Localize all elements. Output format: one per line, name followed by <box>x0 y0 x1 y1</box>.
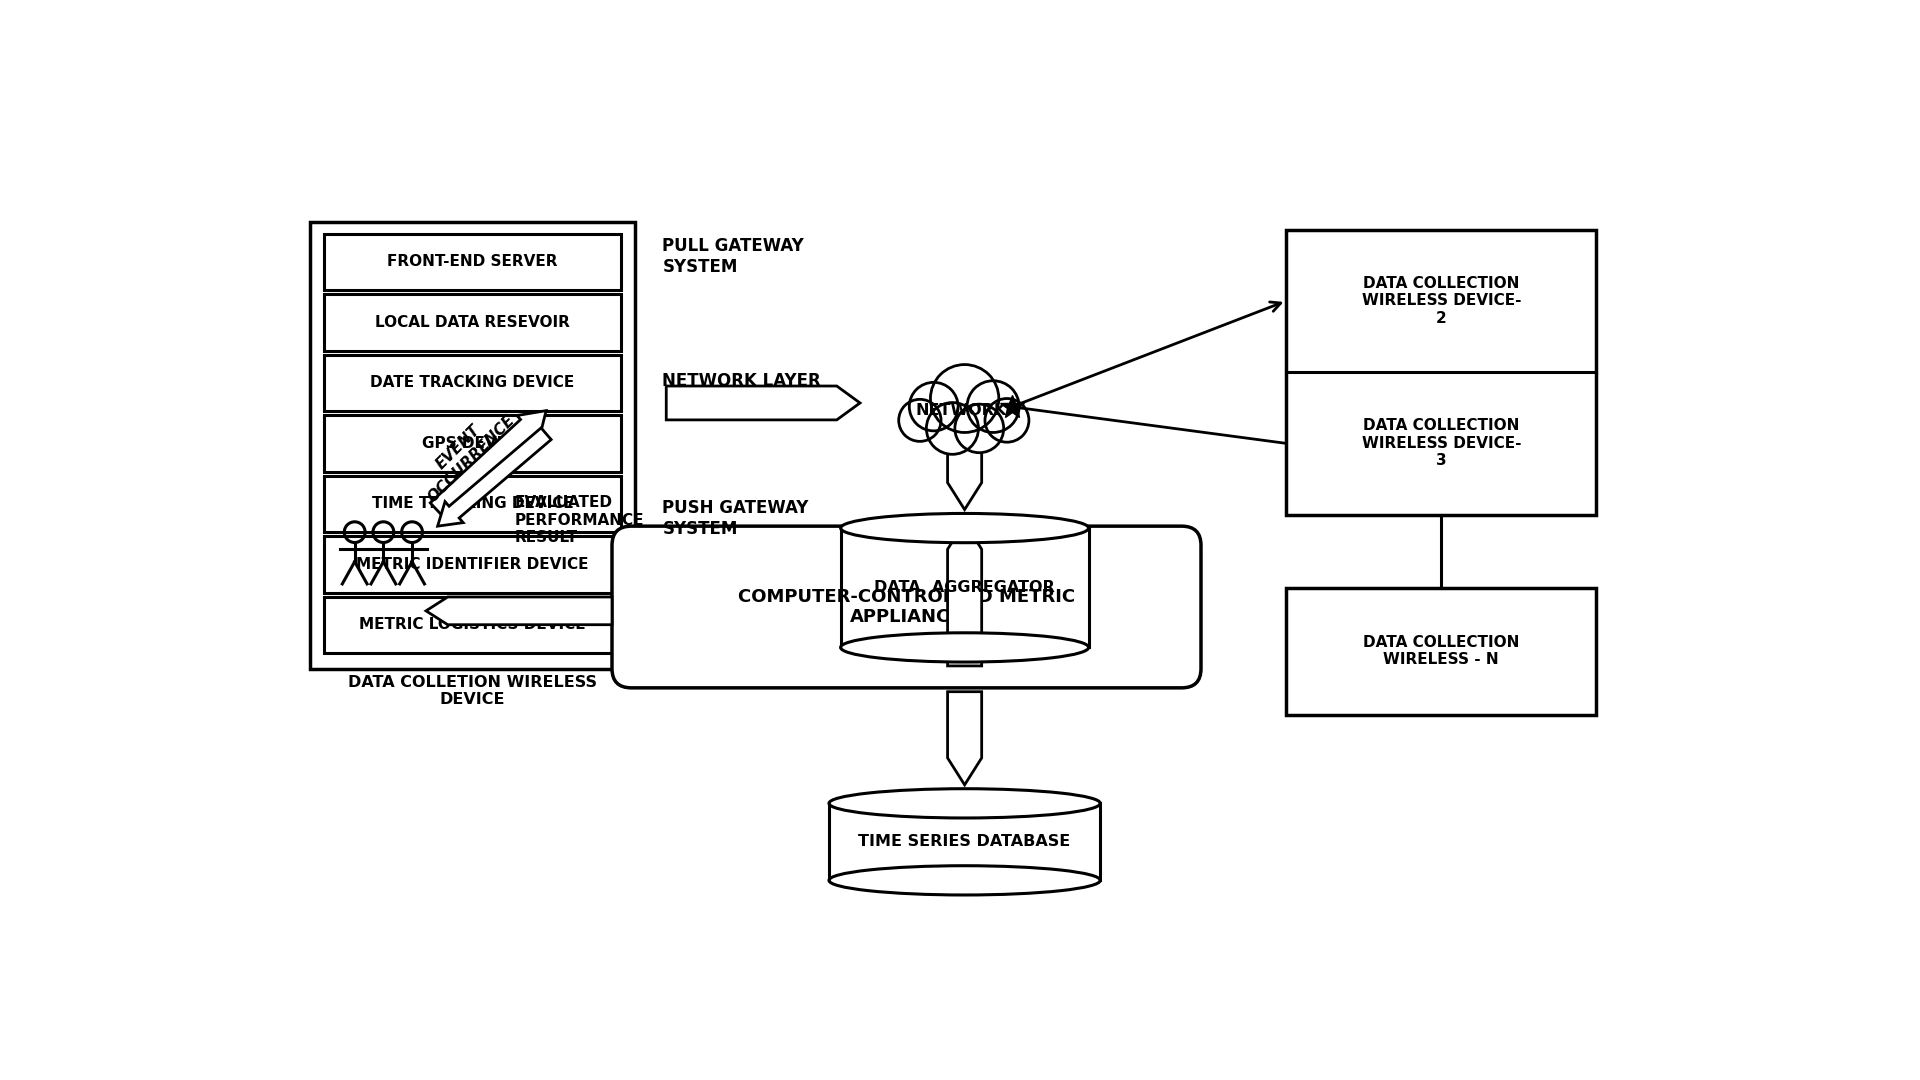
Text: NETWORK: NETWORK <box>916 403 1006 418</box>
Text: TIME TRACKING DEVICE: TIME TRACKING DEVICE <box>372 497 574 511</box>
Text: FRONT-END SERVER: FRONT-END SERVER <box>388 255 557 269</box>
Ellipse shape <box>841 513 1089 543</box>
Circle shape <box>899 400 941 442</box>
Bar <box>1286 230 1596 514</box>
Bar <box>324 536 622 593</box>
FancyArrow shape <box>430 410 545 518</box>
Bar <box>324 415 622 472</box>
Text: TIME SERIES DATABASE: TIME SERIES DATABASE <box>858 835 1071 849</box>
Text: EVENT
OCCURRENCE: EVENT OCCURRENCE <box>413 401 516 505</box>
Text: LOCAL DATA RESEVOIR: LOCAL DATA RESEVOIR <box>374 315 570 329</box>
Bar <box>324 475 622 532</box>
Ellipse shape <box>829 788 1100 818</box>
FancyArrow shape <box>948 523 981 666</box>
Bar <box>324 233 622 291</box>
Circle shape <box>925 403 979 455</box>
FancyArrow shape <box>948 691 981 785</box>
Circle shape <box>910 382 958 431</box>
Text: DATA COLLETION WIRELESS
DEVICE: DATA COLLETION WIRELESS DEVICE <box>348 675 597 707</box>
Bar <box>1286 588 1596 715</box>
Bar <box>309 222 636 669</box>
Text: DATE TRACKING DEVICE: DATE TRACKING DEVICE <box>371 376 574 390</box>
Bar <box>841 528 1089 647</box>
Bar <box>324 294 622 351</box>
FancyArrow shape <box>426 597 612 624</box>
Text: COMPUTER-CONTROLLED METRIC
APPLIANCE: COMPUTER-CONTROLLED METRIC APPLIANCE <box>737 588 1075 626</box>
Text: EVALUATED
PERFORMANCE
RESULT: EVALUATED PERFORMANCE RESULT <box>515 496 645 545</box>
Text: DATA  AGGREGATOR: DATA AGGREGATOR <box>874 580 1054 595</box>
FancyArrow shape <box>666 386 860 420</box>
Ellipse shape <box>829 866 1100 895</box>
Text: PULL GATEWAY
SYSTEM: PULL GATEWAY SYSTEM <box>662 238 804 276</box>
Text: METRIC LOGISTICS DEVICE: METRIC LOGISTICS DEVICE <box>359 618 586 633</box>
Circle shape <box>954 404 1004 453</box>
FancyBboxPatch shape <box>612 526 1202 688</box>
Text: DATA COLLECTION
WIRELESS DEVICE-
3: DATA COLLECTION WIRELESS DEVICE- 3 <box>1361 418 1521 469</box>
Text: PUSH GATEWAY
SYSTEM: PUSH GATEWAY SYSTEM <box>662 499 808 538</box>
Text: GPS DEVICE: GPS DEVICE <box>422 436 524 450</box>
Text: DATA COLLECTION
WIRELESS DEVICE-
2: DATA COLLECTION WIRELESS DEVICE- 2 <box>1361 276 1521 326</box>
FancyArrow shape <box>948 445 981 510</box>
FancyArrow shape <box>438 428 551 526</box>
Ellipse shape <box>841 633 1089 662</box>
Text: NETWORK LAYER: NETWORK LAYER <box>662 373 822 390</box>
Bar <box>829 804 1100 880</box>
Circle shape <box>985 399 1029 442</box>
Text: METRIC IDENTIFIER DEVICE: METRIC IDENTIFIER DEVICE <box>357 557 589 572</box>
Circle shape <box>968 381 1020 432</box>
Text: DATA COLLECTION
WIRELESS - N: DATA COLLECTION WIRELESS - N <box>1363 635 1519 667</box>
Bar <box>324 354 622 411</box>
Circle shape <box>931 365 998 432</box>
Bar <box>324 596 622 653</box>
